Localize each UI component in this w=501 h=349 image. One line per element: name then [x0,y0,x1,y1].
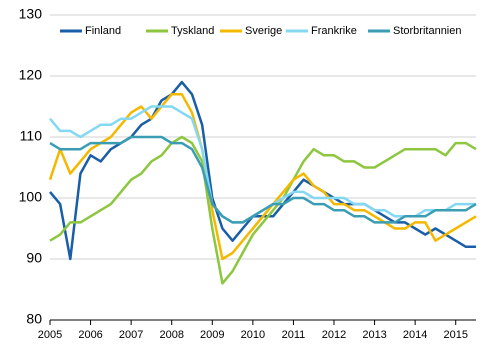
y-tick-label: 90 [26,250,42,266]
series-line [48,93,477,261]
series-line [49,135,477,224]
y-tick-label: 130 [19,6,43,22]
legend-label: Sverige [245,25,282,37]
legend-label: Storbritannien [393,25,462,37]
legend-label: Tyskland [171,25,214,37]
x-tick-label: 2009 [200,329,224,341]
x-tick-label: 2005 [38,329,62,341]
x-tick-label: 2008 [159,329,183,341]
x-tick-label: 2010 [241,329,265,341]
x-tick-label: 2012 [322,329,346,341]
x-tick-label: 2006 [78,329,102,341]
legend-box [55,22,470,40]
x-tick-label: 2015 [443,329,467,341]
legend-label: Frankrike [311,25,357,37]
x-tick-label: 2011 [282,329,306,341]
x-tick-label: 2014 [403,329,427,341]
x-tick-label: 2013 [362,329,386,341]
y-tick-label: 80 [26,311,42,327]
series-line [49,105,476,224]
series-line [49,80,476,261]
x-tick-label: 2007 [119,329,143,341]
legend-label: Finland [85,25,121,37]
y-tick-label: 120 [19,67,43,83]
series-line [49,135,477,285]
y-tick-label: 100 [19,189,43,205]
y-tick-label: 110 [20,128,43,144]
